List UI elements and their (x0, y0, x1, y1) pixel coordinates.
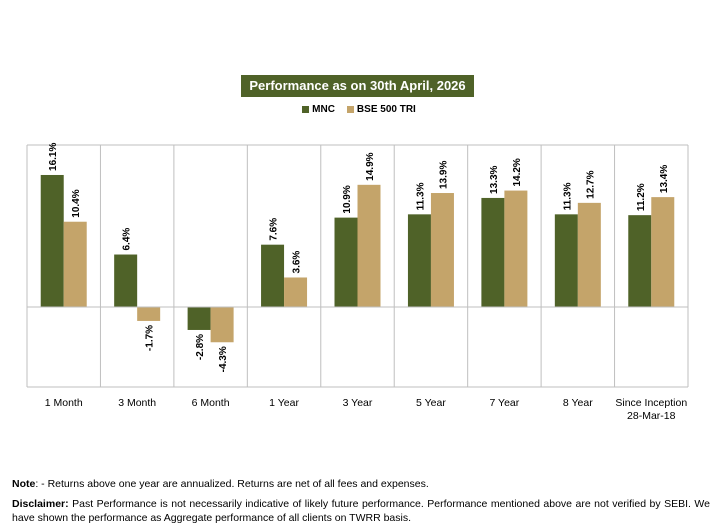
data-label: 12.7% (585, 170, 596, 198)
data-label: 16.1% (48, 143, 59, 171)
data-label: -2.8% (195, 334, 206, 360)
data-label: 10.4% (71, 189, 82, 217)
category-label: 6 Month (192, 397, 230, 409)
bar (114, 254, 138, 307)
data-label: 13.3% (489, 165, 500, 193)
category-label: 5 Year (416, 397, 446, 409)
data-label: 14.2% (512, 158, 523, 186)
data-label: 11.2% (636, 183, 647, 211)
category-label: 1 Month (45, 397, 83, 409)
data-label: 11.3% (415, 182, 426, 210)
data-label: 11.3% (562, 182, 573, 210)
bar (554, 214, 578, 307)
category-label: 7 Year (489, 397, 519, 409)
data-label: 10.9% (342, 185, 353, 213)
bar (481, 197, 505, 307)
category-label: 3 Year (343, 397, 373, 409)
data-label: 14.9% (365, 152, 376, 180)
bar (577, 202, 601, 307)
data-label: 7.6% (269, 218, 280, 241)
legend-label: BSE 500 TRI (356, 104, 416, 115)
disclaimer: Disclaimer: Past Performance is not nece… (12, 497, 710, 525)
legend-label: MNC (312, 104, 335, 115)
chart-legend: MNC BSE 500 TRI (0, 104, 718, 116)
data-label: 13.9% (438, 161, 449, 189)
bar (628, 215, 652, 307)
bar (187, 307, 211, 330)
bar (407, 214, 431, 307)
disclaimer-text: Past Performance is not necessarily indi… (12, 498, 710, 524)
legend-swatch (302, 106, 310, 113)
legend-item: BSE 500 TRI (346, 104, 416, 115)
note-text: : - Returns above one year are annualize… (35, 478, 429, 490)
data-label: -4.3% (218, 346, 229, 372)
bar (504, 190, 528, 307)
legend-swatch (346, 106, 354, 113)
bar (651, 197, 675, 307)
bar (63, 221, 87, 307)
bar (210, 307, 234, 343)
bar (261, 244, 285, 307)
data-label: 13.4% (659, 165, 670, 193)
bar (430, 193, 454, 307)
bar (334, 217, 358, 307)
note-line: Note: - Returns above one year are annua… (12, 477, 429, 491)
bar (357, 184, 381, 307)
data-label: -1.7% (145, 325, 156, 351)
disclaimer-label: Disclaimer: (12, 498, 69, 510)
note-label: Note (12, 478, 36, 490)
category-label: 8 Year (563, 397, 593, 409)
data-label: 6.4% (122, 228, 133, 251)
category-label: 1 Year (269, 397, 299, 409)
bar (137, 307, 161, 321)
chart-title: Performance as on 30th April, 2026 (241, 75, 474, 97)
legend-item: MNC (302, 104, 335, 115)
category-label: 28-Mar-18 (627, 410, 676, 422)
bar-chart: 16.1% 6.4% -2.8% 7.6% 10.9% 11.3% 13.3% 11.3% 11… (26, 143, 689, 422)
bar (284, 277, 308, 307)
bar (40, 174, 64, 307)
category-label: 3 Month (118, 397, 156, 409)
category-label: Since Inception (615, 397, 687, 409)
data-label: 3.6% (292, 251, 303, 274)
